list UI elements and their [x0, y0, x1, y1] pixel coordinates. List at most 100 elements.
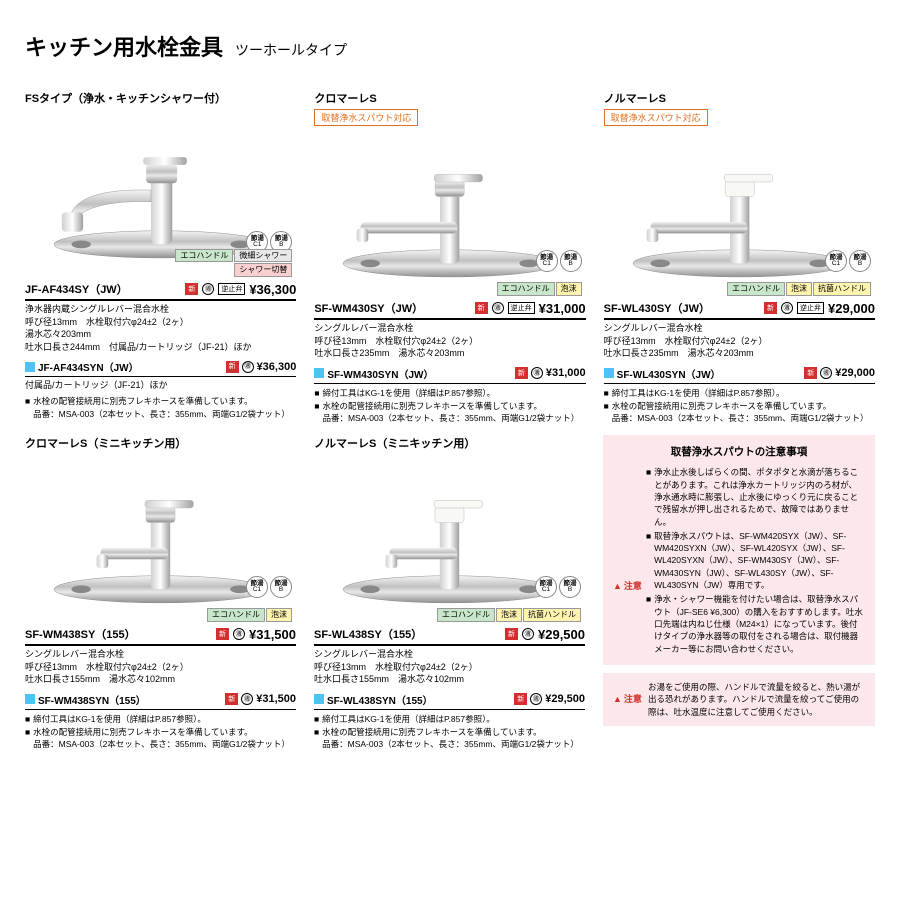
product-image: 節湯C1 節湯B エコハンドル泡沫抗菌ハンドル	[604, 128, 875, 296]
cold-region-icon	[25, 362, 35, 372]
sub-model-number: SF-WL430SYN（JW）	[617, 366, 802, 381]
eco-badge-c1: 節湯C1	[536, 250, 558, 272]
valve-icon: 逆止弁	[508, 302, 535, 314]
sub-model-number: SF-WM430SYN（JW）	[327, 366, 512, 381]
eco-badge-b: 節湯B	[560, 250, 582, 272]
model-number: SF-WM430SY（JW）	[314, 300, 470, 316]
sub-price: ¥31,500	[256, 693, 296, 705]
product-description: 浄水器内蔵シングルレバー混合水栓呼び径13mm 水栓取付穴φ24±2（2ヶ）湯水…	[25, 303, 296, 353]
warning-title: 取替浄水スパウトの注意事項	[613, 445, 865, 460]
jis-icon: ㊜	[522, 628, 534, 640]
product-notes: ■締付工具はKG-1を使用（詳細はP.857参照）。 ■水栓の配管接続用に別売フ…	[314, 713, 585, 751]
feature-tag: エコハンドル	[727, 282, 785, 296]
product-type: ノルマーレS	[604, 90, 875, 106]
sub-price: ¥29,500	[545, 693, 585, 705]
jis-icon: ㊜	[531, 367, 543, 379]
feature-tag: 泡沫	[496, 608, 522, 622]
valve-icon: 逆止弁	[218, 283, 245, 295]
jis-icon: ㊜	[233, 628, 245, 640]
sub-price: ¥31,000	[546, 367, 586, 379]
product-description: シングルレバー混合水栓呼び径13mm 水栓取付穴φ24±2（2ヶ）吐水口長さ23…	[314, 322, 585, 360]
product-type: FSタイプ（浄水・キッチンシャワー付）	[25, 90, 296, 106]
model-number: SF-WM438SY（155）	[25, 626, 212, 642]
new-icon: 新	[764, 302, 777, 314]
product-image: 節湯C1 節湯B エコハンドル泡沫	[314, 128, 585, 296]
feature-tag: 抗菌ハンドル	[523, 608, 581, 622]
caution-icon: ▲注意	[613, 516, 642, 657]
cold-region-icon	[604, 368, 614, 378]
valve-icon: 逆止弁	[797, 302, 824, 314]
warning-text: お湯をご使用の際、ハンドルで流量を絞ると、熱い湯が出る恐れがあります。ハンドルで…	[648, 681, 865, 718]
product-notes: ■締付工具はKG-1を使用（詳細はP.857参照）。 ■水栓の配管接続用に別売フ…	[604, 387, 875, 425]
new-icon: 新	[514, 693, 527, 705]
eco-badge-b: 節湯B	[849, 250, 871, 272]
product-type: クロマーレS（ミニキッチン用）	[25, 435, 296, 451]
product-type: クロマーレS	[314, 90, 585, 106]
sub-model-number: SF-WM438SYN（155）	[38, 692, 222, 707]
product-card: ノルマーレS（ミニキッチン用） 節湯C1 節湯B エコハンドル泡沫抗菌ハンドル …	[314, 435, 585, 751]
warning-box-spout: 取替浄水スパウトの注意事項 ▲注意 ■浄水止水後しばらくの間、ポタポタと水滴が落…	[603, 435, 875, 665]
price: ¥31,500	[249, 627, 296, 642]
product-image: 節湯C1 節湯B エコハンドル泡沫	[25, 454, 296, 622]
warning-item: ■取替浄水スパウトは、SF-WM420SYX（JW）、SF-WM420SYXN（…	[646, 530, 865, 592]
eco-badge-b: 節湯B	[559, 576, 581, 598]
jis-icon: ㊜	[781, 302, 793, 314]
eco-badge-b: 節湯B	[270, 576, 292, 598]
new-icon: 新	[505, 628, 518, 640]
new-icon: 新	[475, 302, 488, 314]
feature-tag: エコハンドル	[207, 608, 265, 622]
caution-icon: ▲注意	[613, 693, 642, 706]
jis-icon: ㊜	[242, 361, 254, 373]
sub-model-number: JF-AF434SYN（JW）	[38, 359, 223, 374]
title-text: キッチン用水栓金具	[25, 30, 223, 62]
feature-tag: 泡沫	[266, 608, 292, 622]
product-card: クロマーレS 取替浄水スパウト対応 節湯C1 節湯B エコハンドル泡沫 SF-W…	[314, 90, 585, 425]
product-description: シングルレバー混合水栓呼び径13mm 水栓取付穴φ24±2（2ヶ）吐水口長さ15…	[25, 648, 296, 686]
page-subtitle: ツーホールタイプ	[235, 40, 347, 60]
feature-tag: 微細シャワー	[234, 249, 292, 263]
new-icon: 新	[185, 283, 198, 295]
product-card: クロマーレS（ミニキッチン用） 節湯C1 節湯B エコハンドル泡沫 SF-WM4…	[25, 435, 296, 751]
eco-badge-c1: 節湯C1	[246, 576, 268, 598]
product-description: シングルレバー混合水栓呼び径13mm 水栓取付穴φ24±2（2ヶ）吐水口長さ23…	[604, 322, 875, 360]
jis-icon: ㊜	[492, 302, 504, 314]
eco-badge-c1: 節湯C1	[825, 250, 847, 272]
model-number: SF-WL438SY（155）	[314, 626, 501, 642]
product-notes: ■締付工具はKG-1を使用（詳細はP.857参照）。 ■水栓の配管接続用に別売フ…	[314, 387, 585, 425]
feature-tag: シャワー切替	[234, 263, 292, 277]
jis-icon: ㊜	[820, 367, 832, 379]
product-image: 節湯C1 節湯B エコハンドル泡沫抗菌ハンドル	[314, 454, 585, 622]
price: ¥29,500	[538, 627, 585, 642]
cold-region-icon	[314, 694, 324, 704]
sub-price: ¥29,000	[835, 367, 875, 379]
price: ¥29,000	[828, 301, 875, 316]
price: ¥31,000	[539, 301, 586, 316]
warning-item: ■浄水・シャワー機能を付けたい場合は、取替浄水スパウト（JF-SE6 ¥6,30…	[646, 593, 865, 655]
product-description: シングルレバー混合水栓呼び径13mm 水栓取付穴φ24±2（2ヶ）吐水口長さ15…	[314, 648, 585, 686]
product-card: FSタイプ（浄水・キッチンシャワー付） 節湯C1 節湯B エコハンドル微細シャワ…	[25, 90, 296, 425]
new-icon: 新	[804, 367, 817, 379]
feature-tag: エコハンドル	[497, 282, 555, 296]
orange-tag: 取替浄水スパウト対応	[604, 109, 708, 126]
model-number: JF-AF434SY（JW）	[25, 281, 181, 297]
warning-box-heat: ▲注意 お湯をご使用の際、ハンドルで流量を絞ると、熱い湯が出る恐れがあります。ハ…	[603, 673, 875, 726]
new-icon: 新	[515, 367, 528, 379]
feature-tag: エコハンドル	[437, 608, 495, 622]
page-title: キッチン用水栓金具 ツーホールタイプ	[25, 30, 875, 62]
sub-model-number: SF-WL438SYN（155）	[327, 692, 511, 707]
product-notes: ■締付工具はKG-1を使用（詳細はP.857参照）。 ■水栓の配管接続用に別売フ…	[25, 713, 296, 751]
orange-tag: 取替浄水スパウト対応	[314, 109, 418, 126]
sub-description: 付属品/カートリッジ（JF-21）ほか	[25, 379, 296, 392]
jis-icon: ㊜	[202, 283, 214, 295]
warning-item: ■浄水止水後しばらくの間、ポタポタと水滴が落ちることがあります。これは浄水カート…	[646, 466, 865, 528]
feature-tag: 泡沫	[556, 282, 582, 296]
feature-tag: 抗菌ハンドル	[813, 282, 871, 296]
jis-icon: ㊜	[530, 693, 542, 705]
price: ¥36,300	[249, 282, 296, 297]
new-icon: 新	[216, 628, 229, 640]
product-card: ノルマーレS 取替浄水スパウト対応 節湯C1 節湯B エコハンドル泡沫抗菌ハンド…	[604, 90, 875, 425]
product-notes: ■水栓の配管接続用に別売フレキホースを準備しています。品番：MSA-003（2本…	[25, 395, 296, 421]
product-type: ノルマーレS（ミニキッチン用）	[314, 435, 585, 451]
cold-region-icon	[25, 694, 35, 704]
jis-icon: ㊜	[241, 693, 253, 705]
